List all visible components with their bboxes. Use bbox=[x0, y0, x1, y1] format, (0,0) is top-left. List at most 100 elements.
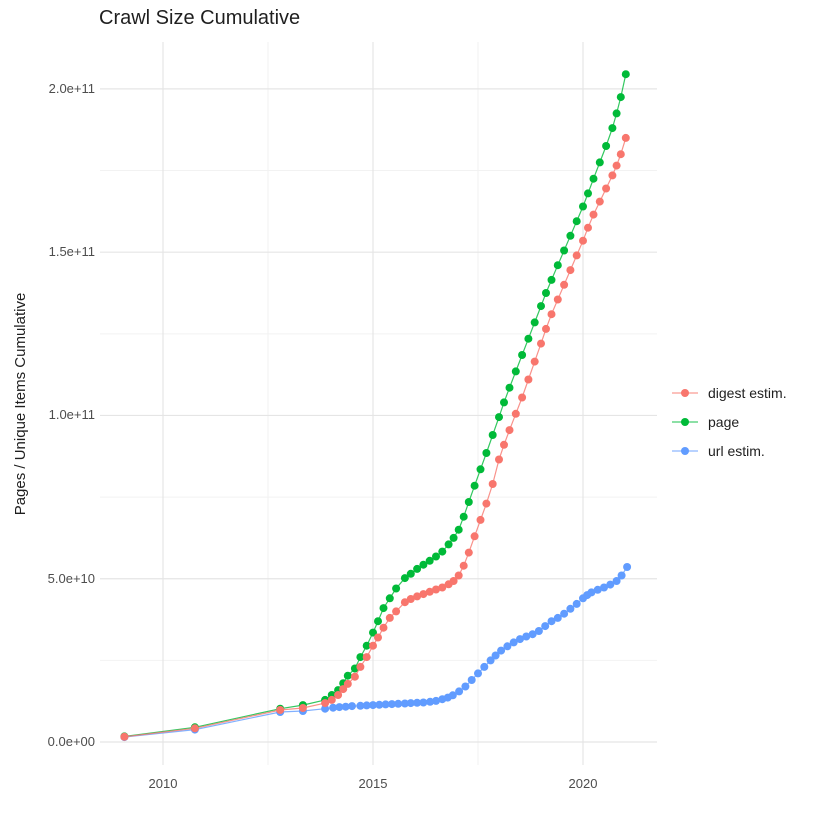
data-point bbox=[589, 210, 598, 219]
data-point bbox=[413, 564, 422, 573]
data-point bbox=[406, 595, 415, 603]
data-point bbox=[298, 704, 307, 712]
data-point bbox=[343, 671, 352, 680]
data-point bbox=[511, 367, 520, 376]
legend-key-icon bbox=[672, 388, 698, 397]
data-point bbox=[509, 638, 518, 647]
data-point bbox=[374, 617, 382, 626]
data-point bbox=[480, 662, 489, 671]
data-point bbox=[190, 724, 199, 733]
data-point bbox=[419, 698, 428, 707]
data-point bbox=[560, 280, 569, 289]
data-point bbox=[448, 691, 457, 700]
data-point bbox=[528, 630, 537, 639]
y-tick-label: 5.0e+10 bbox=[47, 570, 95, 586]
data-point bbox=[419, 590, 428, 599]
data-point bbox=[486, 656, 495, 665]
data-point bbox=[329, 703, 338, 712]
legend-item: digest estim. bbox=[672, 378, 787, 407]
data-point bbox=[518, 393, 527, 402]
data-point bbox=[600, 583, 608, 592]
data-point bbox=[449, 577, 458, 585]
data-point bbox=[350, 672, 359, 681]
data-point bbox=[362, 653, 371, 662]
data-point bbox=[511, 409, 520, 418]
data-point bbox=[454, 525, 463, 534]
data-point bbox=[392, 584, 401, 593]
series-line bbox=[124, 566, 628, 738]
data-point bbox=[476, 515, 485, 524]
y-tick-label: 1.5e+11 bbox=[48, 244, 95, 260]
data-point bbox=[459, 512, 468, 521]
legend-key-icon bbox=[672, 417, 698, 426]
data-point bbox=[534, 627, 543, 635]
legend-item-label: digest estim. bbox=[708, 384, 787, 401]
data-point bbox=[379, 623, 388, 632]
data-point bbox=[339, 685, 348, 694]
data-point bbox=[542, 324, 550, 333]
data-point bbox=[444, 540, 453, 549]
data-point bbox=[530, 357, 539, 366]
data-point bbox=[560, 609, 569, 618]
data-point bbox=[566, 231, 575, 240]
data-point bbox=[608, 124, 617, 133]
data-point bbox=[438, 583, 447, 592]
data-point bbox=[547, 617, 556, 626]
data-point bbox=[500, 398, 508, 407]
series-digest-estim bbox=[120, 133, 630, 741]
data-point bbox=[589, 174, 598, 183]
data-point bbox=[541, 622, 550, 631]
data-point bbox=[425, 556, 434, 565]
y-axis-title: Pages / Unique Items Cumulative bbox=[12, 292, 29, 516]
data-point bbox=[547, 275, 556, 284]
x-tick-label: 2020 bbox=[568, 776, 598, 791]
data-point bbox=[524, 334, 533, 343]
data-point bbox=[474, 669, 482, 678]
data-point bbox=[572, 251, 581, 260]
data-point bbox=[491, 651, 500, 660]
data-point bbox=[495, 455, 503, 464]
data-point bbox=[587, 588, 596, 597]
data-point bbox=[455, 687, 464, 696]
data-point bbox=[537, 302, 545, 311]
data-point bbox=[470, 532, 479, 541]
data-point bbox=[464, 548, 473, 557]
data-point bbox=[616, 150, 625, 159]
data-point bbox=[470, 481, 479, 490]
data-point bbox=[341, 702, 350, 711]
legend-item: page bbox=[672, 407, 787, 436]
data-point bbox=[572, 217, 581, 226]
x-tick-label: 2010 bbox=[148, 776, 178, 791]
data-point bbox=[369, 628, 377, 637]
data-point bbox=[432, 585, 440, 594]
data-point bbox=[488, 431, 497, 439]
data-point bbox=[524, 375, 533, 384]
data-point bbox=[476, 465, 485, 474]
data-point bbox=[385, 594, 394, 603]
data-point bbox=[406, 699, 415, 708]
data-point bbox=[553, 295, 562, 304]
data-point bbox=[334, 691, 343, 699]
data-point bbox=[120, 732, 129, 741]
data-point bbox=[467, 676, 476, 684]
data-point bbox=[348, 702, 356, 711]
data-point bbox=[579, 202, 587, 211]
data-point bbox=[566, 604, 575, 613]
data-point bbox=[461, 682, 470, 691]
data-point bbox=[385, 613, 394, 622]
data-point bbox=[413, 698, 422, 707]
chart-title: Crawl Size Cumulative bbox=[99, 7, 301, 29]
data-point bbox=[375, 700, 384, 709]
data-point bbox=[518, 351, 527, 359]
data-point bbox=[516, 635, 524, 644]
data-point bbox=[387, 700, 396, 709]
legend-item-label: url estim. bbox=[708, 442, 765, 459]
data-point bbox=[413, 592, 422, 601]
data-point bbox=[497, 646, 506, 655]
data-point bbox=[488, 480, 497, 488]
data-point bbox=[392, 607, 401, 616]
data-point bbox=[327, 695, 336, 704]
data-point bbox=[369, 641, 377, 650]
data-point bbox=[602, 184, 611, 193]
